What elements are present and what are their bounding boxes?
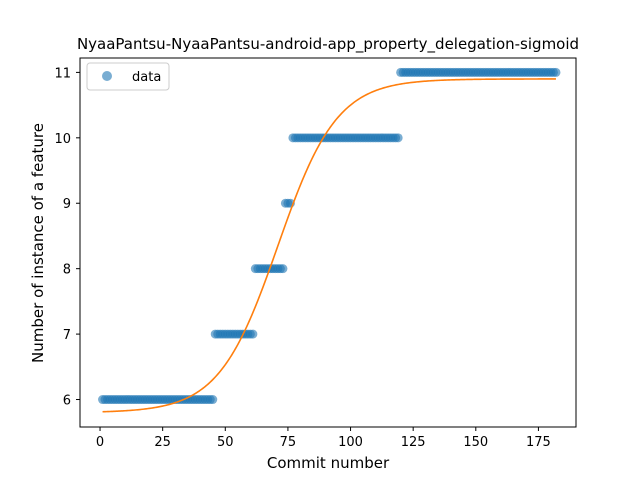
data-point [551, 67, 561, 77]
y-tick-label: 8 [63, 263, 71, 278]
legend: data [86, 62, 170, 91]
y-tick-label: 7 [63, 328, 71, 343]
fit-curve [102, 78, 556, 413]
plot-area: 0 25 50 75 100 125 150 175 6 7 8 9 10 11 [54, 57, 577, 450]
x-tick-label: 100 [338, 435, 363, 450]
x-tick-label: 150 [463, 435, 488, 450]
data-point [393, 133, 403, 143]
x-axis-label: Commit number [267, 454, 390, 472]
y-tick-label: 11 [54, 66, 71, 81]
x-tick-label: 0 [96, 435, 104, 450]
data-point [248, 329, 258, 339]
y-tick-label: 6 [63, 394, 71, 409]
y-axis-label: Number of instance of a feature [29, 123, 47, 363]
data-point [278, 264, 288, 274]
data-point [208, 395, 218, 405]
chart-title: NyaaPantsu-NyaaPantsu-android-app_proper… [77, 35, 579, 54]
plot-frame [79, 57, 577, 428]
legend-marker [102, 71, 112, 81]
y-tick-label: 9 [63, 197, 71, 212]
y-tick-label: 10 [54, 132, 71, 147]
x-tick-label: 75 [280, 435, 297, 450]
x-tick-label: 175 [526, 435, 551, 450]
legend-box [86, 62, 170, 91]
x-tick-label: 50 [217, 435, 234, 450]
x-tick-label: 125 [401, 435, 426, 450]
legend-label: data [132, 70, 161, 85]
x-tick-label: 25 [154, 435, 171, 450]
